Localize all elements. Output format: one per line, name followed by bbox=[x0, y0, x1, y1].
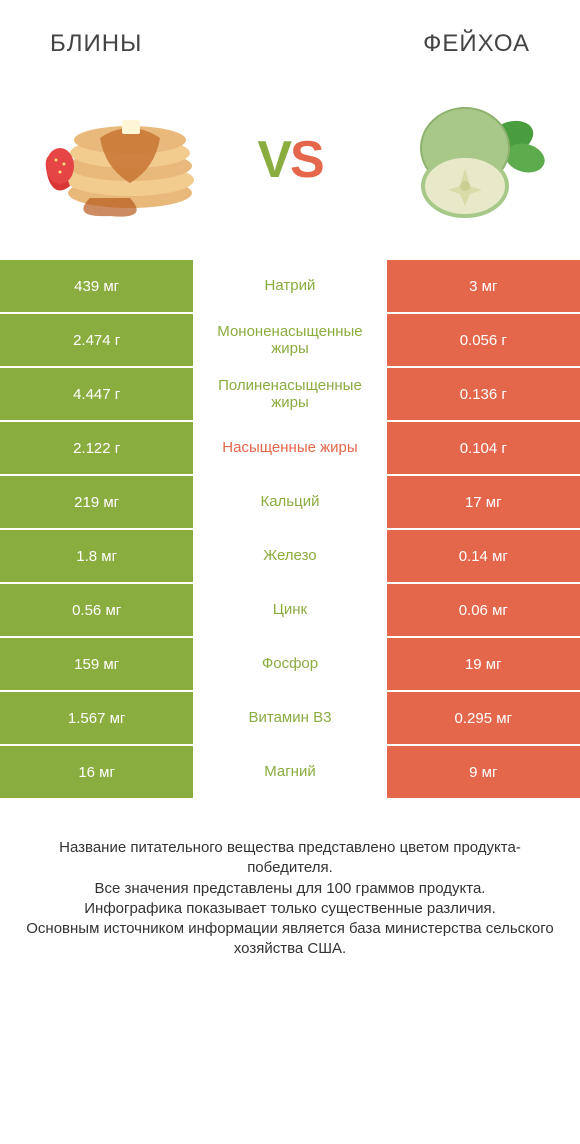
vs-label: VS bbox=[257, 130, 322, 190]
nutrient-label: Фосфор bbox=[193, 638, 386, 690]
right-value: 3 мг bbox=[387, 260, 580, 312]
pancakes-image bbox=[30, 88, 210, 228]
table-row: 2.474 гМононенасыщенные жиры0.056 г bbox=[0, 312, 580, 366]
left-value: 159 мг bbox=[0, 638, 193, 690]
infographic: БЛИНЫ ФЕЙХОА VS bbox=[0, 0, 580, 1144]
table-row: 0.56 мгЦинк0.06 мг bbox=[0, 582, 580, 636]
nutrient-label: Насыщенные жиры bbox=[193, 422, 386, 474]
nutrient-label: Цинк bbox=[193, 584, 386, 636]
right-value: 0.295 мг bbox=[387, 692, 580, 744]
table-row: 219 мгКальций17 мг bbox=[0, 474, 580, 528]
nutrient-label: Мононенасыщенные жиры bbox=[193, 314, 386, 366]
left-value: 1.8 мг bbox=[0, 530, 193, 582]
nutrient-label: Полиненасыщенные жиры bbox=[193, 368, 386, 420]
left-value: 219 мг bbox=[0, 476, 193, 528]
footnote-line: Основным источником информации является … bbox=[20, 919, 560, 960]
right-product-title: ФЕЙХОА bbox=[423, 30, 530, 58]
vs-s: S bbox=[290, 131, 323, 189]
vs-v: V bbox=[257, 131, 290, 189]
left-value: 0.56 мг bbox=[0, 584, 193, 636]
nutrient-label: Натрий bbox=[193, 260, 386, 312]
table-row: 159 мгФосфор19 мг bbox=[0, 636, 580, 690]
right-value: 0.136 г bbox=[387, 368, 580, 420]
nutrient-label: Железо bbox=[193, 530, 386, 582]
footnote-line: Название питательного вещества представл… bbox=[20, 838, 560, 879]
right-value: 0.14 мг bbox=[387, 530, 580, 582]
left-value: 1.567 мг bbox=[0, 692, 193, 744]
right-value: 9 мг bbox=[387, 746, 580, 798]
comparison-table: 439 мгНатрий3 мг2.474 гМононенасыщенные … bbox=[0, 258, 580, 798]
right-value: 19 мг bbox=[387, 638, 580, 690]
table-row: 439 мгНатрий3 мг bbox=[0, 258, 580, 312]
right-value: 0.06 мг bbox=[387, 584, 580, 636]
table-row: 1.8 мгЖелезо0.14 мг bbox=[0, 528, 580, 582]
table-row: 1.567 мгВитамин B30.295 мг bbox=[0, 690, 580, 744]
left-value: 439 мг bbox=[0, 260, 193, 312]
footnotes: Название питательного вещества представл… bbox=[0, 798, 580, 980]
footnote-line: Инфографика показывает только существенн… bbox=[20, 899, 560, 919]
table-row: 4.447 гПолиненасыщенные жиры0.136 г bbox=[0, 366, 580, 420]
footnote-line: Все значения представлены для 100 граммо… bbox=[20, 879, 560, 899]
right-value: 0.104 г bbox=[387, 422, 580, 474]
feijoa-image bbox=[370, 88, 550, 228]
header: БЛИНЫ ФЕЙХОА bbox=[0, 0, 580, 68]
nutrient-label: Кальций bbox=[193, 476, 386, 528]
right-value: 17 мг bbox=[387, 476, 580, 528]
left-product-title: БЛИНЫ bbox=[50, 30, 142, 58]
nutrient-label: Магний bbox=[193, 746, 386, 798]
nutrient-label: Витамин B3 bbox=[193, 692, 386, 744]
left-value: 2.122 г bbox=[0, 422, 193, 474]
left-value: 16 мг bbox=[0, 746, 193, 798]
table-row: 16 мгМагний9 мг bbox=[0, 744, 580, 798]
right-value: 0.056 г bbox=[387, 314, 580, 366]
table-row: 2.122 гНасыщенные жиры0.104 г bbox=[0, 420, 580, 474]
hero: VS bbox=[0, 68, 580, 258]
left-value: 2.474 г bbox=[0, 314, 193, 366]
left-value: 4.447 г bbox=[0, 368, 193, 420]
